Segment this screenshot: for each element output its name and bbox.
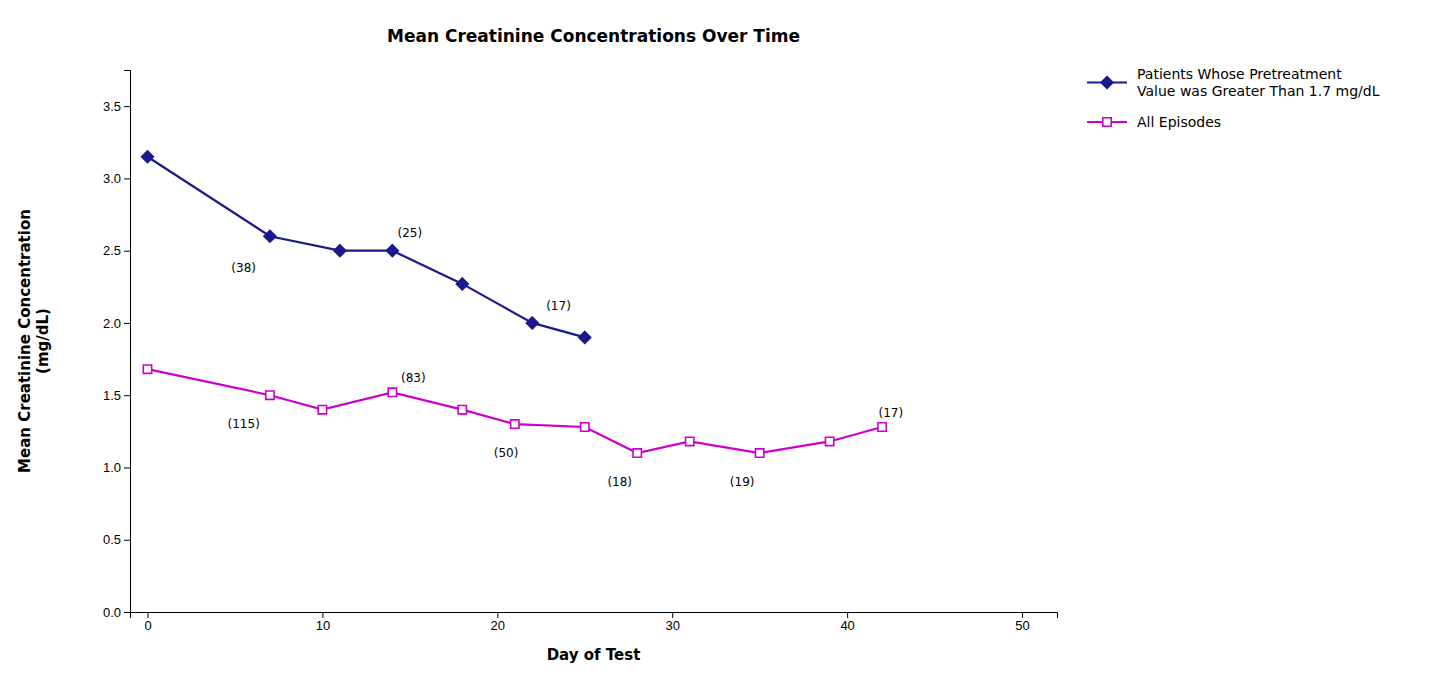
y-axis-title: Mean Creatinine Concentration(mg/dL): [16, 209, 52, 473]
data-point: [458, 405, 466, 413]
y-axis-tick-label: 2.0: [103, 316, 121, 331]
chart: 010203040500.00.51.01.52.02.53.03.5(38)(…: [0, 0, 1437, 692]
data-point: [579, 331, 591, 343]
data-point: [526, 317, 538, 329]
y-axis-tick-mark: [124, 106, 130, 107]
x-axis-tick: 30: [665, 612, 679, 633]
annotation: (17): [546, 299, 571, 313]
y-axis-tick-mark: [124, 323, 130, 324]
y-axis-tick-label: 3.0: [103, 171, 121, 186]
y-axis-tick-mark: [124, 467, 130, 468]
x-axis-tick-label: 10: [316, 618, 330, 633]
y-axis-tick: 1.5: [103, 388, 130, 403]
data-point: [388, 388, 396, 396]
annotation: (17): [879, 406, 904, 420]
y-axis-tick-mark: [124, 178, 130, 179]
y-axis-tick-label: 0.0: [103, 605, 121, 620]
y-axis-tick: 3.0: [103, 171, 130, 186]
x-axis-tick-label: 20: [491, 618, 505, 633]
data-point: [266, 391, 274, 399]
y-axis-tick-mark: [124, 612, 130, 613]
data-point: [878, 423, 886, 431]
legend-entry: Patients Whose PretreatmentValue was Gre…: [1087, 66, 1380, 99]
annotation: (38): [231, 261, 256, 275]
x-axis-tick-mark: [672, 612, 673, 618]
x-axis-tick-mark: [322, 612, 323, 618]
data-point: [686, 437, 694, 445]
x-axis-tick: 10: [316, 612, 330, 633]
y-axis-tick: 3.5: [103, 99, 130, 114]
legend-label: All Episodes: [1137, 114, 1221, 130]
x-axis-tick-mark: [847, 612, 848, 618]
x-axis-tick: 40: [840, 612, 854, 633]
data-point: [386, 245, 398, 257]
annotations: (38) (25) (17) (115) (83) (50) (18) (19) (17): [228, 226, 904, 489]
y-axis-line: [124, 71, 131, 613]
y-axis-tick-label: 1.0: [103, 460, 121, 475]
y-axis-tick-mark: [124, 251, 130, 252]
x-axis-tick-label: 30: [665, 618, 679, 633]
series-layer: [142, 151, 887, 457]
x-axis-tick-label: 40: [840, 618, 854, 633]
legend-marker: [1101, 77, 1113, 89]
data-point: [825, 437, 833, 445]
series: [143, 365, 886, 457]
y-axis-tick-label: 2.5: [103, 243, 121, 258]
data-point: [142, 151, 154, 163]
annotation: (18): [607, 475, 632, 489]
series: [142, 151, 591, 344]
annotation: (115): [228, 417, 260, 431]
y-axis-tick-mark: [124, 540, 130, 541]
data-point: [511, 420, 519, 428]
y-axis-tick-label: 0.5: [103, 532, 121, 547]
annotation: (50): [494, 446, 519, 460]
annotation: (25): [398, 226, 423, 240]
x-axis-tick: 0: [144, 612, 151, 633]
y-axis-tick: 0.0: [103, 605, 130, 620]
data-point: [143, 365, 151, 373]
x-axis-tick-mark: [497, 612, 498, 618]
annotation: (19): [730, 475, 755, 489]
plot-area: 010203040500.00.51.01.52.02.53.03.5(38)(…: [103, 71, 1058, 634]
series-line: [147, 157, 584, 338]
legend-marker: [1103, 118, 1111, 126]
x-axis-tick-label: 0: [144, 618, 151, 633]
y-axis-tick: 2.5: [103, 243, 130, 258]
annotation: (83): [401, 371, 426, 385]
y-axis-tick: 1.0: [103, 460, 130, 475]
x-axis-tick: 20: [491, 612, 505, 633]
x-axis-tick-mark: [1022, 612, 1023, 618]
x-axis-title: Day of Test: [547, 646, 641, 664]
legend-label: Patients Whose PretreatmentValue was Gre…: [1137, 66, 1380, 99]
data-point: [264, 230, 276, 242]
y-axis-tick: 0.5: [103, 532, 130, 547]
x-axis-tick-label: 50: [1015, 618, 1029, 633]
data-point: [334, 245, 346, 257]
data-point: [755, 449, 763, 457]
legend-entry: All Episodes: [1087, 114, 1221, 130]
legend: Patients Whose PretreatmentValue was Gre…: [1087, 66, 1380, 130]
x-axis-tick-mark: [147, 612, 148, 618]
x-axis-line: [131, 613, 1058, 619]
title: Mean Creatinine Concentrations Over Time: [387, 26, 800, 46]
y-axis: 0.0 0.5 1.0 1.5 2.0 2.5 3.0 3.5: [103, 71, 131, 620]
x-axis-tick: 50: [1015, 612, 1029, 633]
data-point: [633, 449, 641, 457]
y-axis-tick-mark: [124, 395, 130, 396]
y-axis-tick-label: 3.5: [103, 99, 121, 114]
data-point: [318, 405, 326, 413]
y-axis-tick: 2.0: [103, 316, 130, 331]
x-axis: 0 10 20 30 40 50: [131, 612, 1058, 633]
y-axis-tick-label: 1.5: [103, 388, 121, 403]
series-line: [147, 369, 882, 453]
data-point: [456, 278, 468, 290]
data-point: [581, 423, 589, 431]
